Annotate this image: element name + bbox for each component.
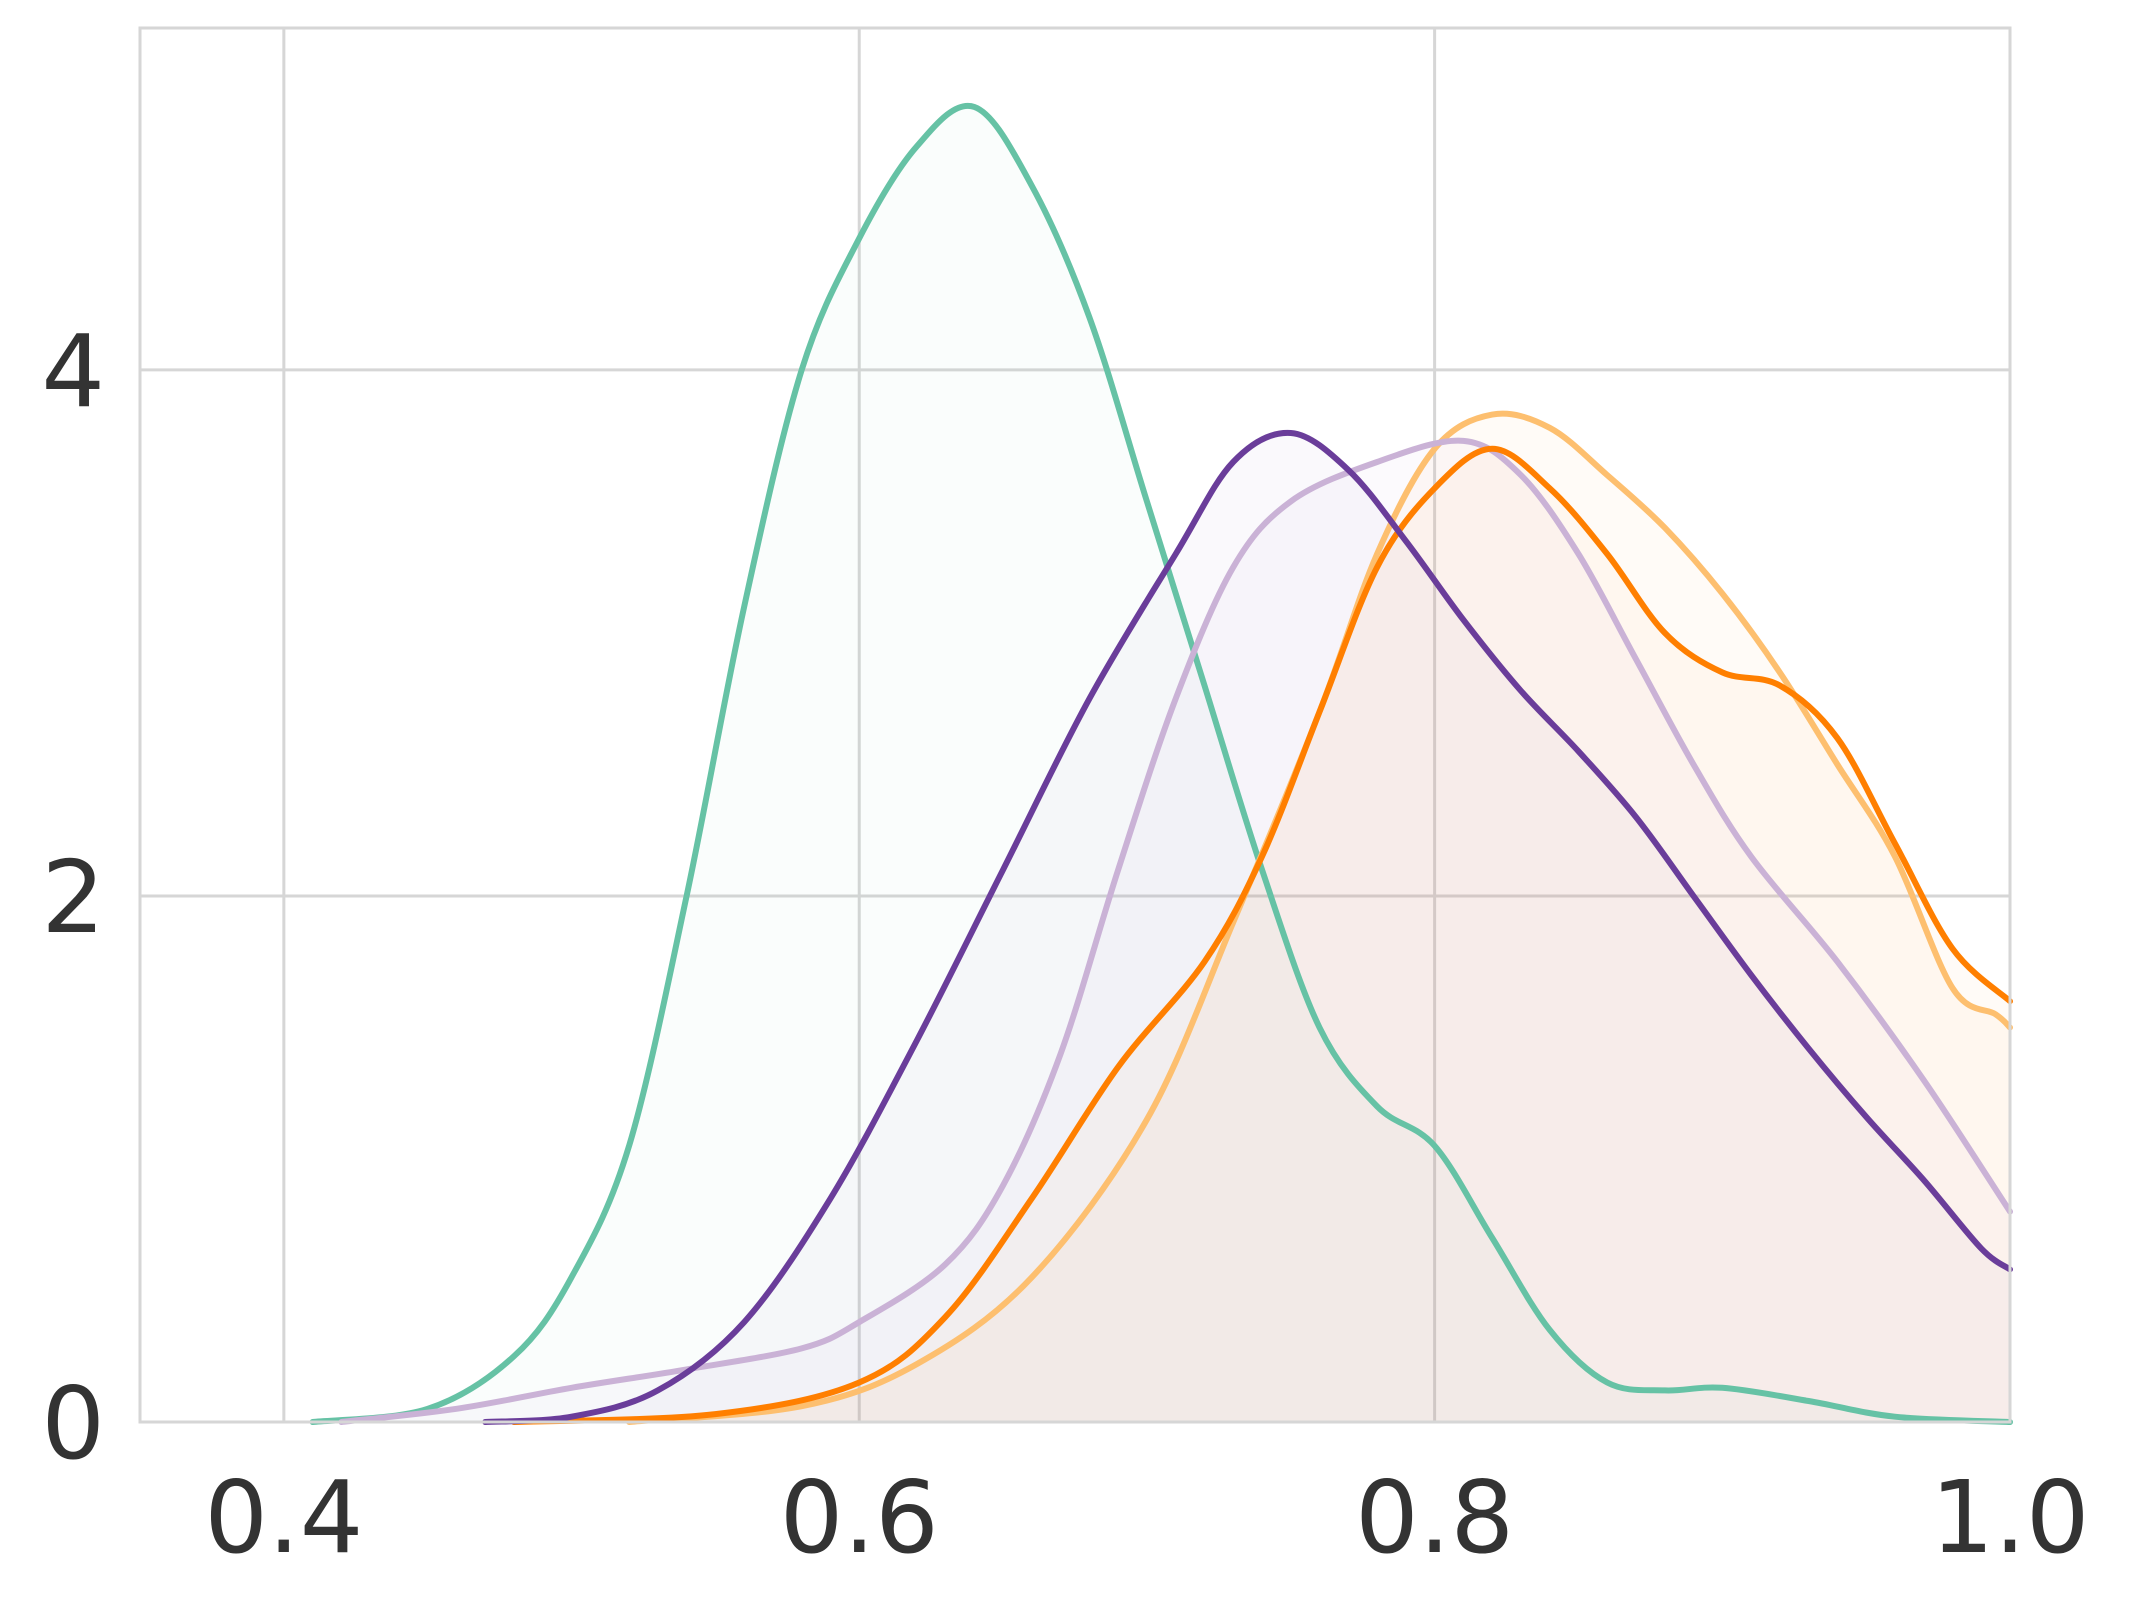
fill-layer (341, 413, 2010, 1422)
series-3-line (511, 445, 2013, 1425)
series-4-line (482, 429, 2013, 1425)
series-0-line (309, 102, 2013, 1425)
y-tick-label-1: 2 (41, 839, 105, 956)
series-1-area (629, 413, 2010, 1422)
y-axis-ticks: 0 2 4 (41, 313, 105, 1482)
x-tick-label-2: 0.8 (1355, 1459, 1514, 1576)
x-tick-label-0: 0.4 (204, 1459, 363, 1576)
y-tick-label-2: 4 (41, 313, 105, 430)
x-tick-label-3: 1.0 (1930, 1459, 2089, 1576)
series-2-line (338, 437, 2013, 1425)
y-tick-label-0: 0 (41, 1365, 105, 1482)
x-tick-label-1: 0.6 (780, 1459, 939, 1576)
x-axis-ticks: 0.4 0.6 0.8 1.0 (204, 1459, 2089, 1576)
plot-frame (138, 26, 2012, 1424)
series-2-area (341, 440, 2010, 1422)
